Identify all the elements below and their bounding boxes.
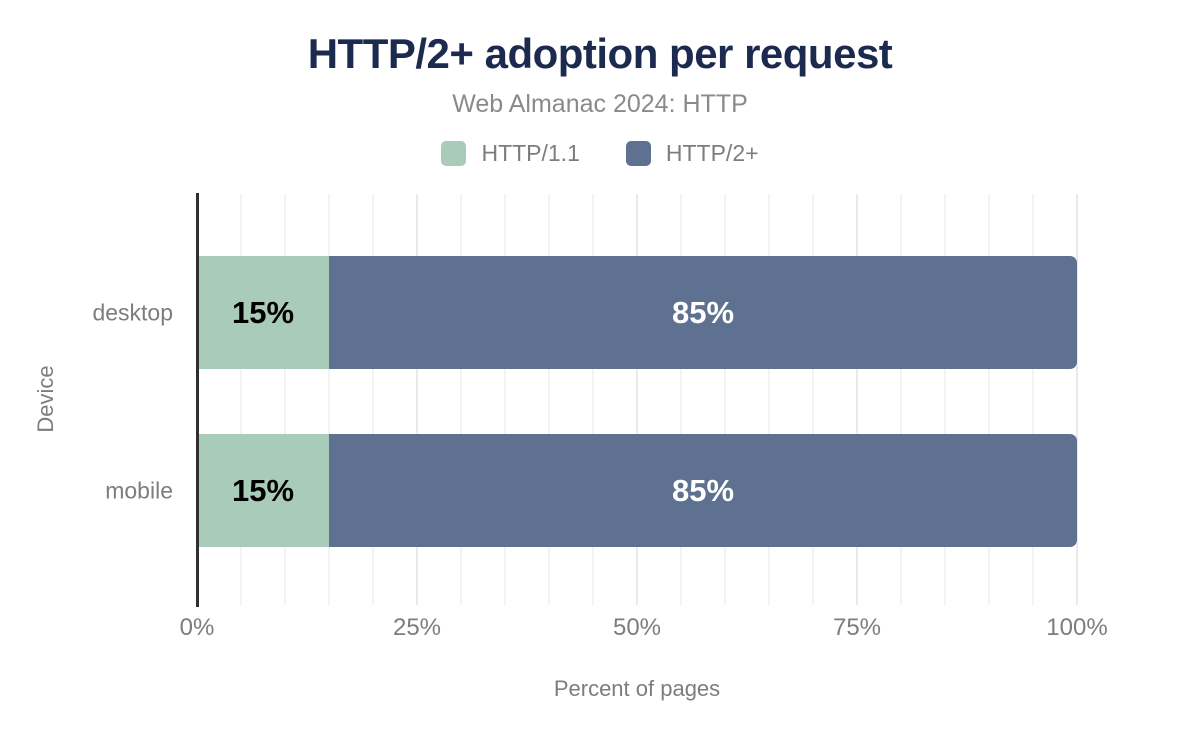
bar-row: 15% 85% (197, 434, 1077, 547)
legend-label-http2plus: HTTP/2+ (665, 140, 759, 166)
bar-value-label: 85% (671, 473, 735, 508)
gridline (460, 194, 462, 605)
legend-swatch-http11-icon (441, 141, 467, 166)
legend-item-http11: HTTP/1.1 (441, 140, 580, 167)
legend: HTTP/1.1 HTTP/2+ (0, 140, 1200, 167)
bar-segment[interactable]: 15% (197, 434, 329, 547)
gridline (944, 194, 946, 605)
x-tick-label: 75% (832, 614, 882, 641)
chart-subtitle: Web Almanac 2024: HTTP (452, 90, 748, 118)
bar-value-label: 15% (231, 473, 295, 508)
gridline (548, 194, 550, 605)
chart-title: HTTP/2+ adoption per request (307, 30, 893, 77)
bar-value-label: 85% (671, 295, 735, 330)
bar-segment[interactable]: 85% (329, 256, 1077, 369)
gridline (416, 194, 418, 605)
gridline (1076, 194, 1078, 605)
gridline (680, 194, 682, 605)
y-category-labels: desktop mobile (0, 194, 185, 605)
gridline (284, 194, 286, 605)
bar-segment[interactable]: 85% (329, 434, 1077, 547)
y-axis-line (196, 193, 199, 607)
gridline (812, 194, 814, 605)
legend-swatch-http2plus-icon (625, 141, 651, 166)
gridline (240, 194, 242, 605)
x-tick-label: 25% (392, 614, 442, 641)
gridline (856, 194, 858, 605)
y-axis-title: Device (33, 365, 58, 433)
category-label: desktop (92, 299, 173, 325)
gridline (504, 194, 506, 605)
bar-value-label: 15% (231, 295, 295, 330)
gridline (328, 194, 330, 605)
x-axis-ticks: 0% 25% 50% 75% 100% (180, 614, 1108, 644)
gridline (592, 194, 594, 605)
x-tick-label: 50% (612, 614, 662, 641)
gridline (1032, 194, 1034, 605)
plot-area: 15% 85% 15% 85% (197, 194, 1078, 605)
x-axis-title: Percent of pages (553, 676, 721, 701)
gridline (900, 194, 902, 605)
gridline (636, 194, 638, 605)
bar-row: 15% 85% (197, 256, 1077, 369)
gridline (372, 194, 374, 605)
gridline (724, 194, 726, 605)
x-tick-label: 100% (1046, 614, 1108, 641)
x-tick-label: 0% (179, 614, 215, 641)
legend-item-http2plus: HTTP/2+ (625, 140, 759, 167)
category-label: mobile (105, 477, 173, 503)
gridline (768, 194, 770, 605)
bar-segment[interactable]: 15% (197, 256, 329, 369)
gridline (988, 194, 990, 605)
legend-label-http11: HTTP/1.1 (481, 140, 580, 166)
